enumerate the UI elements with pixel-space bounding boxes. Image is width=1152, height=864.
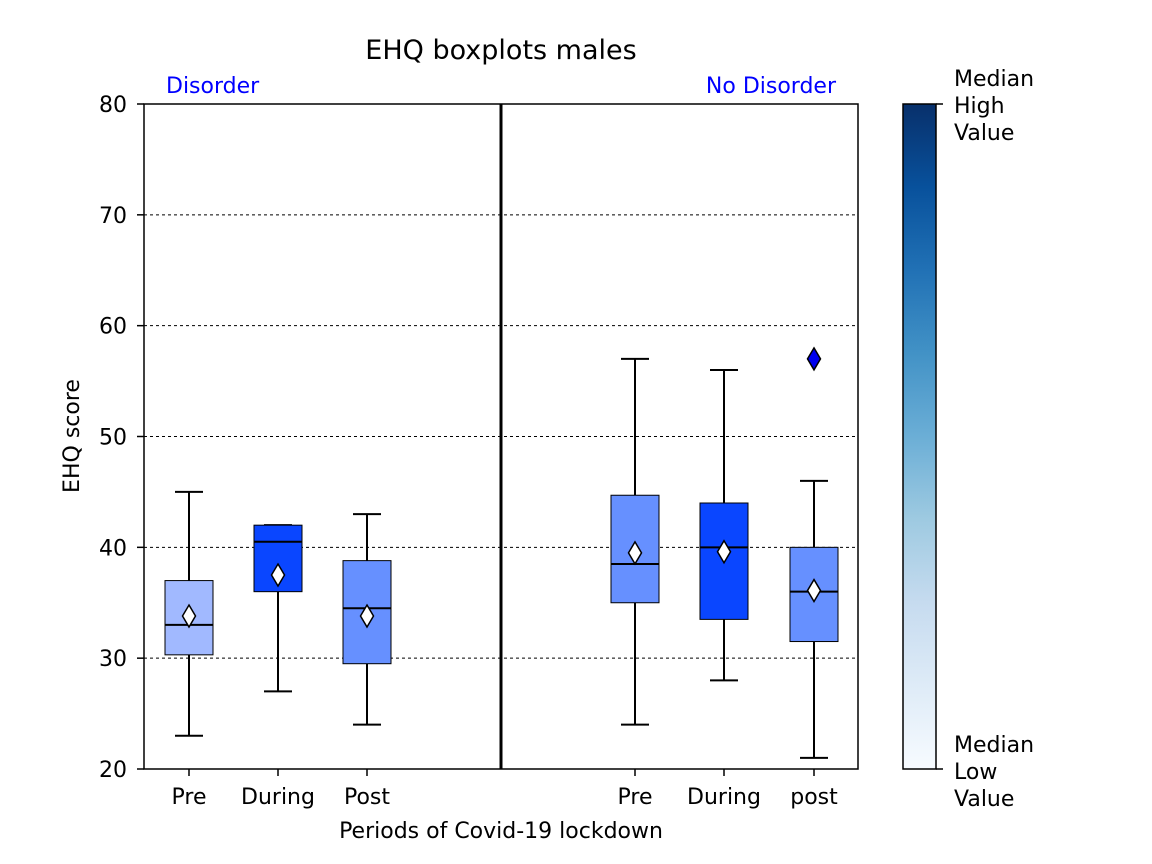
x-tick-label: During [241,785,315,810]
mean-marker [716,539,732,565]
group-label-no-disorder: No Disorder [706,74,837,99]
x-tick-label: Pre [172,785,207,810]
mean-marker [627,540,643,566]
mean-marker [359,603,375,629]
y-tick-label: 50 [99,426,127,451]
x-axis-ticks: Pre During Post Pre During post [172,769,838,810]
group-label-disorder: Disorder [166,74,260,99]
plot-frame [143,103,859,770]
mean-marker [806,578,822,604]
x-tick-label: Pre [618,785,653,810]
y-tick-label: 80 [99,93,127,118]
colorbar-bottom-label: Median Low Value [954,733,1034,812]
x-tick-label: Post [344,785,390,810]
y-tick-label: 60 [99,315,127,340]
y-tick-label: 40 [99,536,127,561]
x-tick-label: post [790,785,838,810]
outlier-marker [806,346,822,372]
x-axis-label: Periods of Covid-19 lockdown [339,819,663,844]
chart-title: EHQ boxplots males [365,35,636,66]
y-tick-label: 70 [99,204,127,229]
mean-marker [181,603,197,629]
box-iqr [699,502,749,620]
x-tick-label: During [687,785,761,810]
y-axis-label: EHQ score [60,379,85,493]
y-tick-label: 20 [99,758,127,783]
box-plots [164,346,839,759]
y-tick-label: 30 [99,647,127,672]
colorbar [902,103,937,770]
mean-marker [270,562,286,588]
y-axis-ticks: 20 30 40 50 60 70 80 [99,93,144,783]
colorbar-top-label: Median High Value [954,67,1034,146]
